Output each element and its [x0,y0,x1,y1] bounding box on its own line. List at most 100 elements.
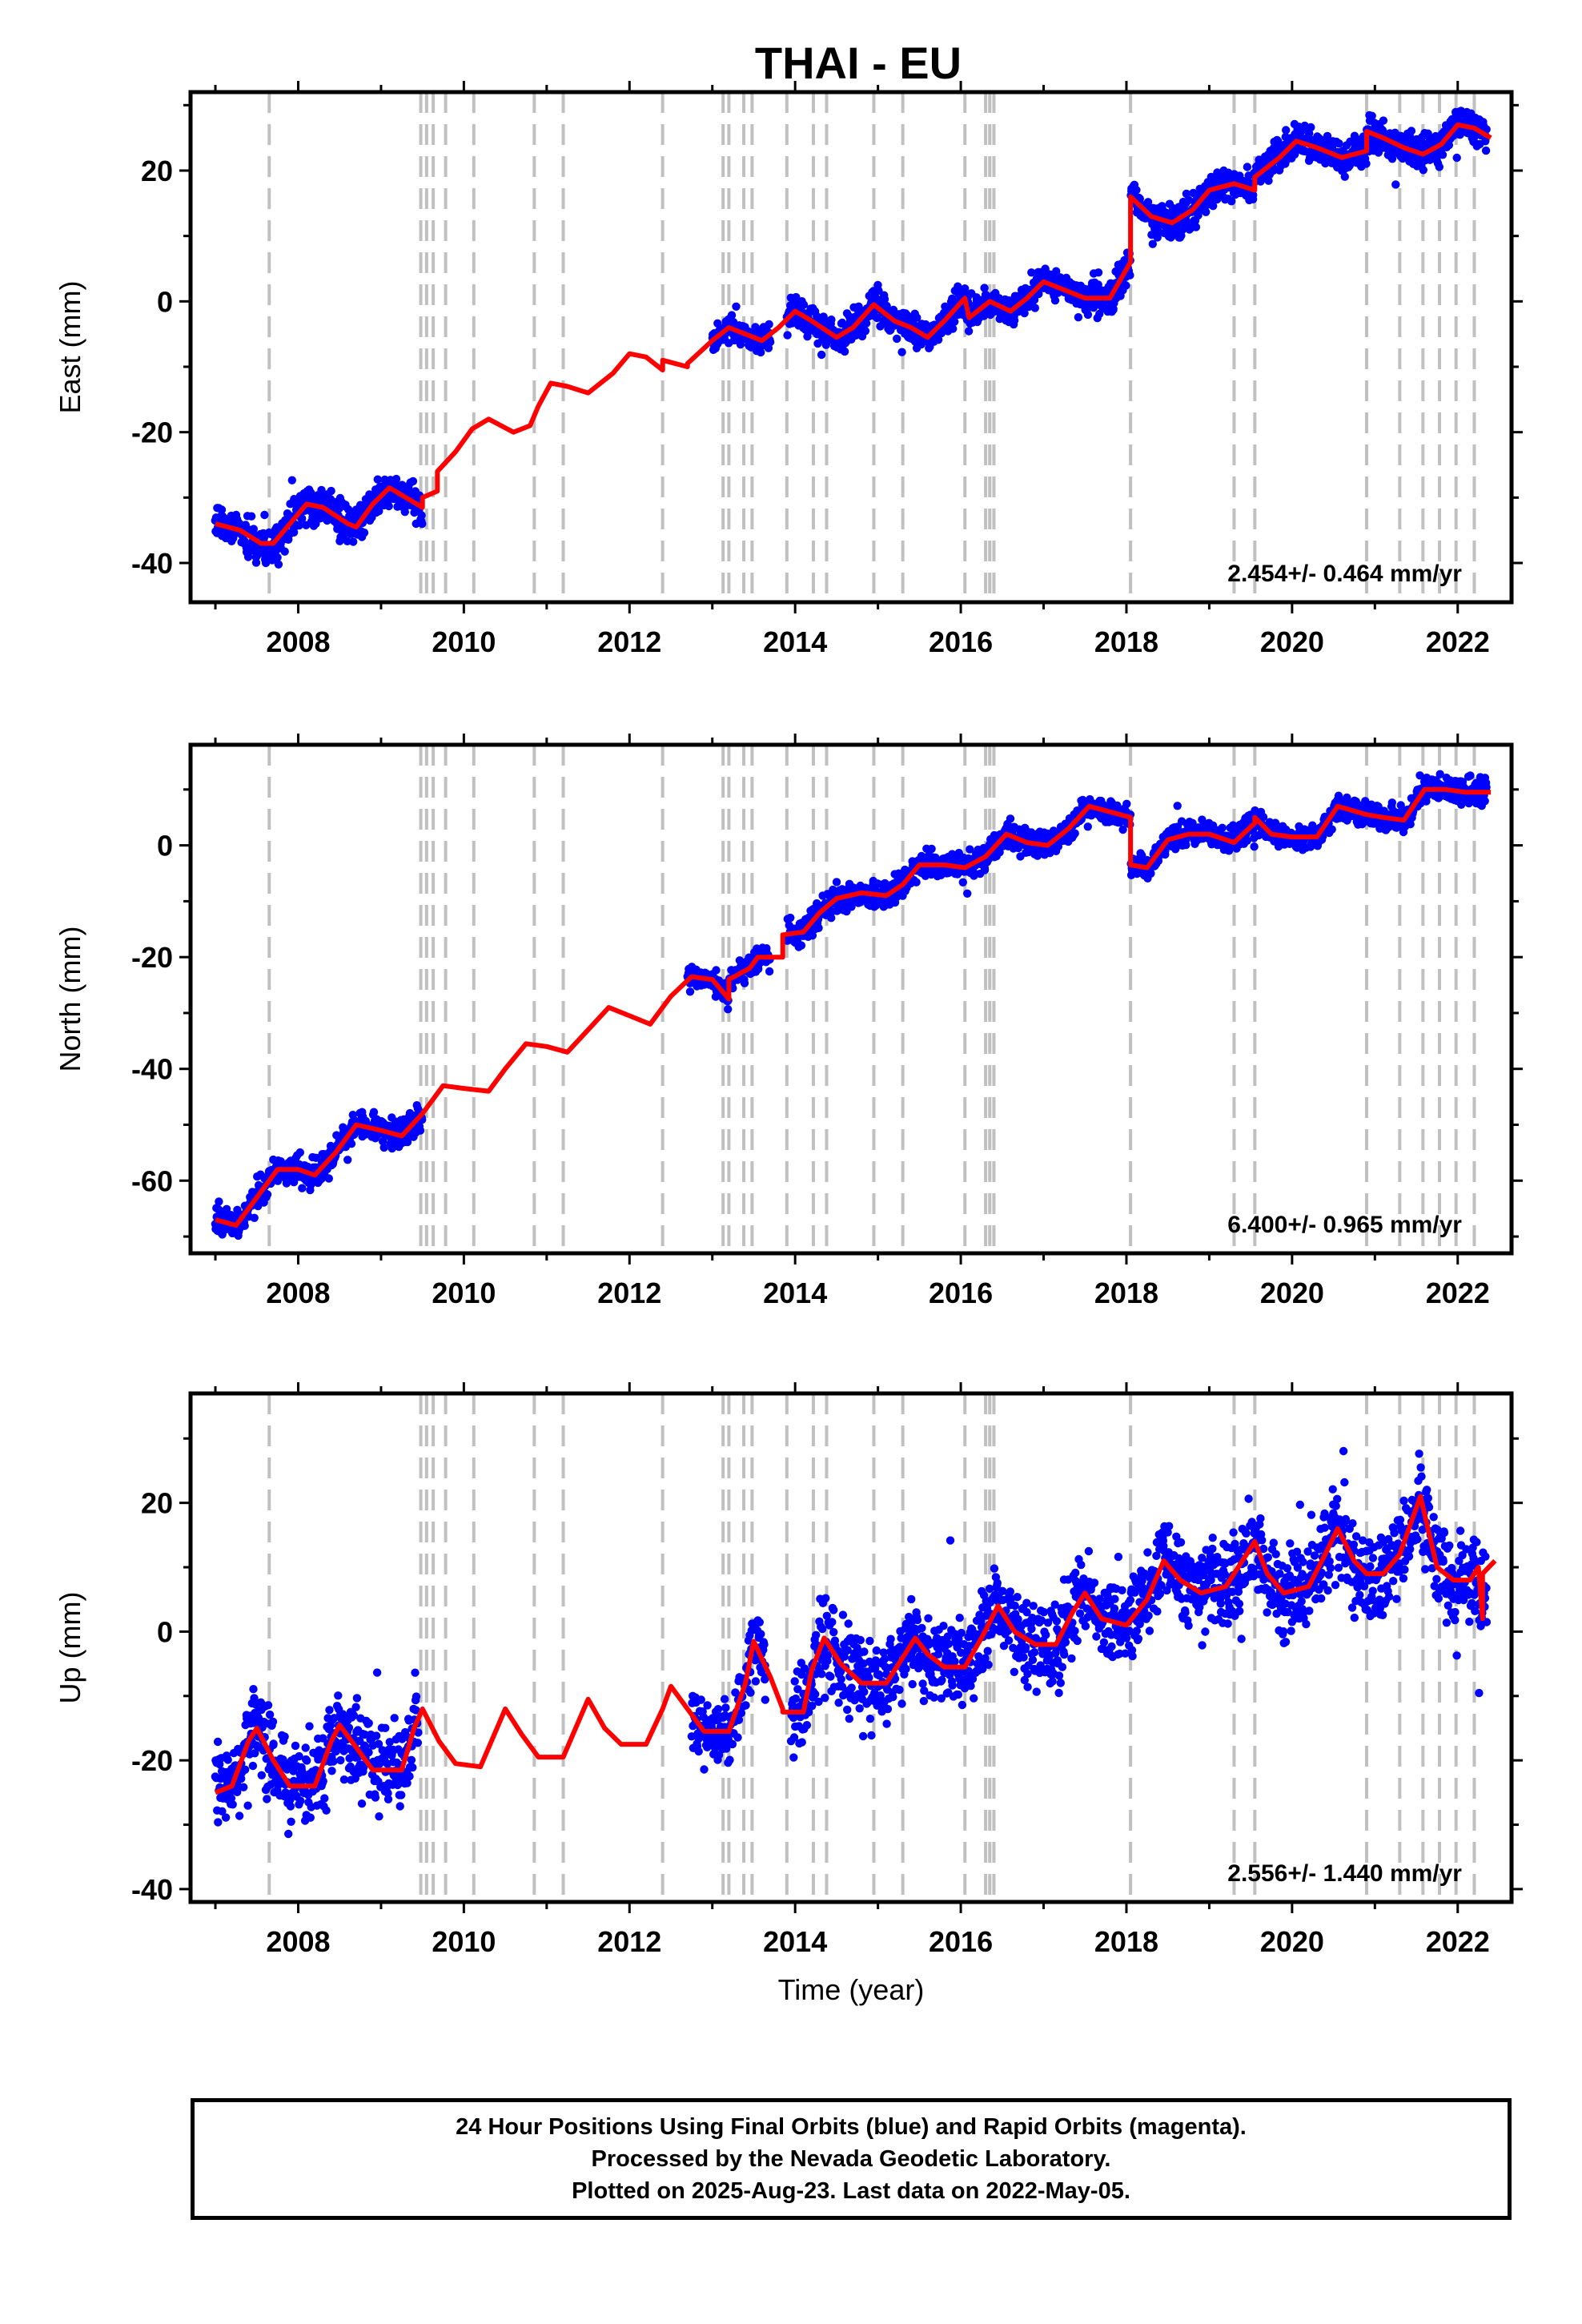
data-point [343,505,353,514]
data-point [697,1695,705,1704]
data-point [347,1140,356,1148]
y-tick-label-north: -20 [131,941,173,974]
data-point [754,964,763,974]
data-point [1482,782,1491,792]
data-point [247,512,256,521]
data-point [240,1221,249,1230]
data-point [352,1694,362,1703]
data-point [1010,316,1019,325]
data-point [411,1668,420,1677]
data-point [215,1197,223,1206]
y-tick-label-north: 0 [157,830,173,862]
data-point [762,944,771,953]
data-point [250,1213,259,1223]
data-point [954,282,962,291]
data-point [1143,198,1153,207]
data-point [927,844,936,854]
data-point [1218,823,1227,833]
data-point [263,1701,273,1710]
plot-area-east [211,92,1492,602]
data-point [1481,146,1491,155]
data-point [713,319,722,328]
data-point [349,1711,359,1720]
data-point [405,1771,414,1781]
data-point [291,1741,300,1751]
data-point [1050,296,1060,305]
y-tick-label-north: -40 [131,1053,173,1086]
data-point [687,1732,697,1741]
x-tick-label-north: 2008 [266,1277,330,1309]
panel-north: 2008 2010 2012 2014 2016 2018 2020 2022-60-40-2… [54,734,1523,1309]
data-point [223,1755,232,1764]
data-point [1202,207,1211,216]
data-point [1374,802,1383,811]
data-point [1089,304,1098,312]
data-point [893,334,901,344]
data-point [265,1710,275,1719]
data-point [1182,189,1191,199]
data-point [1367,111,1376,120]
data-point [694,1747,703,1756]
x-tick-label-north: 2014 [763,1277,827,1309]
data-point [1094,268,1103,277]
data-point [1052,267,1061,275]
data-point [1444,141,1454,150]
model-line-north [215,786,1492,1228]
x-tick-label-east: 2012 [597,625,661,658]
data-point [403,1779,412,1787]
data-point [274,560,283,569]
data-point [1027,268,1036,277]
data-point [727,311,737,320]
data-point [808,931,817,940]
data-point [374,1739,383,1748]
data-point [1438,151,1447,159]
data-point [1249,191,1258,199]
data-point [685,987,695,996]
x-tick-label-east: 2014 [763,625,827,658]
data-point [416,1126,425,1135]
data-point [1020,308,1029,318]
data-point [958,878,968,887]
data-point [980,283,989,292]
data-point [239,1783,248,1791]
data-point [765,320,773,329]
data-point [1379,116,1388,125]
data-point [214,1818,223,1827]
data-point [861,327,870,336]
data-point [375,1812,383,1821]
data-point [1406,819,1415,829]
data-point [1118,825,1127,834]
data-point [1327,825,1336,834]
data-point [874,286,883,296]
data-point [740,979,749,987]
data-point [1259,813,1268,822]
data-point [364,1748,373,1757]
data-point [1435,770,1444,778]
data-point [418,519,427,529]
data-point [880,295,889,304]
data-point [1095,309,1104,319]
data-point [1480,797,1489,806]
data-point [765,967,774,976]
data-point [344,1723,354,1732]
data-point [1415,771,1424,780]
data-point [1307,123,1315,132]
data-point [359,529,369,537]
data-point [934,336,943,344]
data-point [333,522,343,531]
data-point [324,1174,333,1183]
panel-east: 2008 2010 2012 2014 2016 2018 2020 2022-40-2002… [54,81,1523,658]
data-point [1269,166,1278,175]
data-point [320,1794,329,1803]
data-point [286,1795,295,1804]
data-point [373,475,382,484]
model-line-east [215,122,1492,546]
data-point [1191,223,1201,231]
data-point [854,302,863,311]
data-point [1126,271,1134,279]
data-point [980,866,990,875]
data-point [251,1749,259,1758]
data-point [832,878,841,887]
chart-title: THAI - EU [755,38,962,88]
data-point [949,324,958,333]
